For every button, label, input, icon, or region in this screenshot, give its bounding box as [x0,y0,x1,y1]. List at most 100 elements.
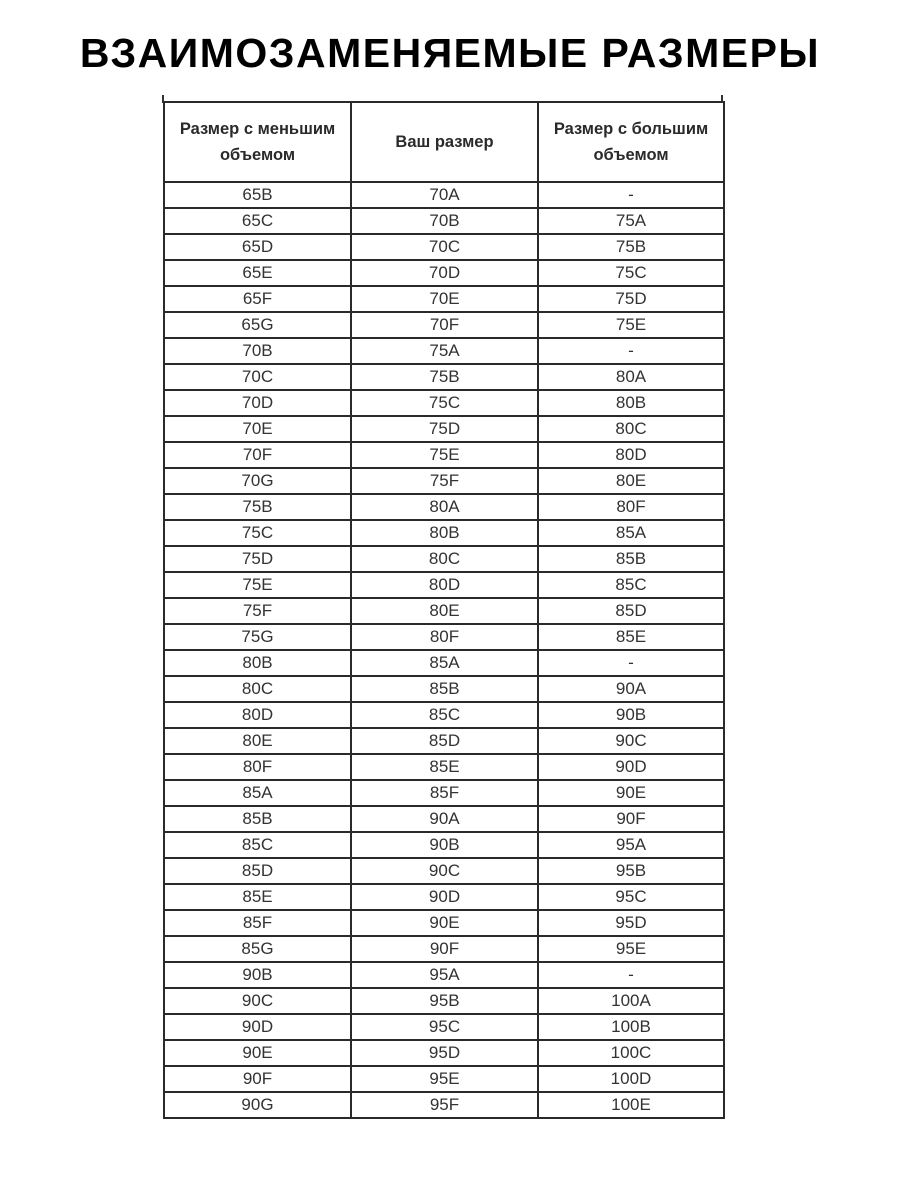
cell-larger-volume: 85D [537,597,725,625]
header-larger-volume: Размер с большим объемом [537,101,725,183]
cell-smaller-volume: 80D [163,701,352,729]
cell-your-size: 90C [350,857,539,885]
cell-your-size: 80B [350,519,539,547]
cell-smaller-volume: 70F [163,441,352,469]
cell-larger-volume: 75B [537,233,725,261]
cell-smaller-volume: 65G [163,311,352,339]
cell-larger-volume: 90B [537,701,725,729]
table-row: 90C 95B 100A [163,987,725,1015]
table-row: 90D 95C 100B [163,1013,725,1041]
cell-larger-volume: 90D [537,753,725,781]
cell-larger-volume: 85C [537,571,725,599]
table-row: 90E 95D 100C [163,1039,725,1067]
cell-your-size: 80A [350,493,539,521]
cell-larger-volume: 80D [537,441,725,469]
table-row: 85B 90A 90F [163,805,725,833]
table-row: 85E 90D 95C [163,883,725,911]
size-table: Размер с меньшим объемом Ваш размер Разм… [163,101,725,1119]
cell-your-size: 70E [350,285,539,313]
cell-your-size: 90D [350,883,539,911]
cell-larger-volume: 80F [537,493,725,521]
table-row: 70C 75B 80A [163,363,725,391]
table-row: 75D 80C 85B [163,545,725,573]
cell-your-size: 75B [350,363,539,391]
cell-smaller-volume: 75G [163,623,352,651]
cell-your-size: 85B [350,675,539,703]
cell-your-size: 85C [350,701,539,729]
table-row: 65G 70F 75E [163,311,725,339]
table-row: 65D 70C 75B [163,233,725,261]
table-row: 65F 70E 75D [163,285,725,313]
cell-your-size: 80C [350,545,539,573]
cell-smaller-volume: 75E [163,571,352,599]
cell-your-size: 95C [350,1013,539,1041]
cell-your-size: 90A [350,805,539,833]
table-row: 70F 75E 80D [163,441,725,469]
table-row: 85G 90F 95E [163,935,725,963]
cell-larger-volume: - [537,337,725,365]
cell-larger-volume: 100D [537,1065,725,1093]
cell-smaller-volume: 65B [163,181,352,209]
table-row: 80C 85B 90A [163,675,725,703]
cell-larger-volume: 95B [537,857,725,885]
cell-smaller-volume: 85F [163,909,352,937]
cell-your-size: 85D [350,727,539,755]
table-row: 65E 70D 75C [163,259,725,287]
header-smaller-volume: Размер с меньшим объемом [163,101,352,183]
cell-smaller-volume: 75D [163,545,352,573]
cell-smaller-volume: 85C [163,831,352,859]
table-row: 70E 75D 80C [163,415,725,443]
cell-larger-volume: 100A [537,987,725,1015]
cell-smaller-volume: 70E [163,415,352,443]
cell-smaller-volume: 65C [163,207,352,235]
cell-your-size: 75D [350,415,539,443]
table-header-row: Размер с меньшим объемом Ваш размер Разм… [163,101,725,183]
cell-larger-volume: 95D [537,909,725,937]
cell-smaller-volume: 80F [163,753,352,781]
cell-smaller-volume: 90C [163,987,352,1015]
cell-larger-volume: 80A [537,363,725,391]
cell-larger-volume: 75C [537,259,725,287]
cell-smaller-volume: 65D [163,233,352,261]
cell-smaller-volume: 90B [163,961,352,989]
table-row: 85A 85F 90E [163,779,725,807]
table-row: 90F 95E 100D [163,1065,725,1093]
cell-your-size: 75F [350,467,539,495]
table-row: 75F 80E 85D [163,597,725,625]
table-row: 75G 80F 85E [163,623,725,651]
cell-larger-volume: 90F [537,805,725,833]
table-row: 70G 75F 80E [163,467,725,495]
cell-larger-volume: 75E [537,311,725,339]
cell-smaller-volume: 70B [163,337,352,365]
table-row: 75E 80D 85C [163,571,725,599]
cell-smaller-volume: 65F [163,285,352,313]
table-row: 90G 95F 100E [163,1091,725,1119]
cell-smaller-volume: 80E [163,727,352,755]
cell-your-size: 75A [350,337,539,365]
cell-larger-volume: 85E [537,623,725,651]
cell-your-size: 90E [350,909,539,937]
cell-smaller-volume: 85B [163,805,352,833]
cell-your-size: 70F [350,311,539,339]
table-row: 85F 90E 95D [163,909,725,937]
table-row: 80E 85D 90C [163,727,725,755]
cell-larger-volume: - [537,961,725,989]
cell-larger-volume: 90A [537,675,725,703]
cell-smaller-volume: 75B [163,493,352,521]
cell-your-size: 85A [350,649,539,677]
cell-larger-volume: - [537,181,725,209]
table-row: 75B 80A 80F [163,493,725,521]
cell-smaller-volume: 90E [163,1039,352,1067]
cell-larger-volume: 100C [537,1039,725,1067]
table-row: 70D 75C 80B [163,389,725,417]
cell-your-size: 70D [350,259,539,287]
page-title: ВЗАИМОЗАМЕНЯЕМЫЕ РАЗМЕРЫ [79,30,821,76]
cell-smaller-volume: 80C [163,675,352,703]
table-row: 90B 95A - [163,961,725,989]
cell-your-size: 85F [350,779,539,807]
cell-smaller-volume: 70G [163,467,352,495]
table-border-tick [162,95,164,103]
table-body: 65B 70A -65C 70B 75A 65D 70C 75B 65E 70D 75C 65F 70E… [163,181,725,1119]
cell-your-size: 85E [350,753,539,781]
cell-your-size: 95D [350,1039,539,1067]
